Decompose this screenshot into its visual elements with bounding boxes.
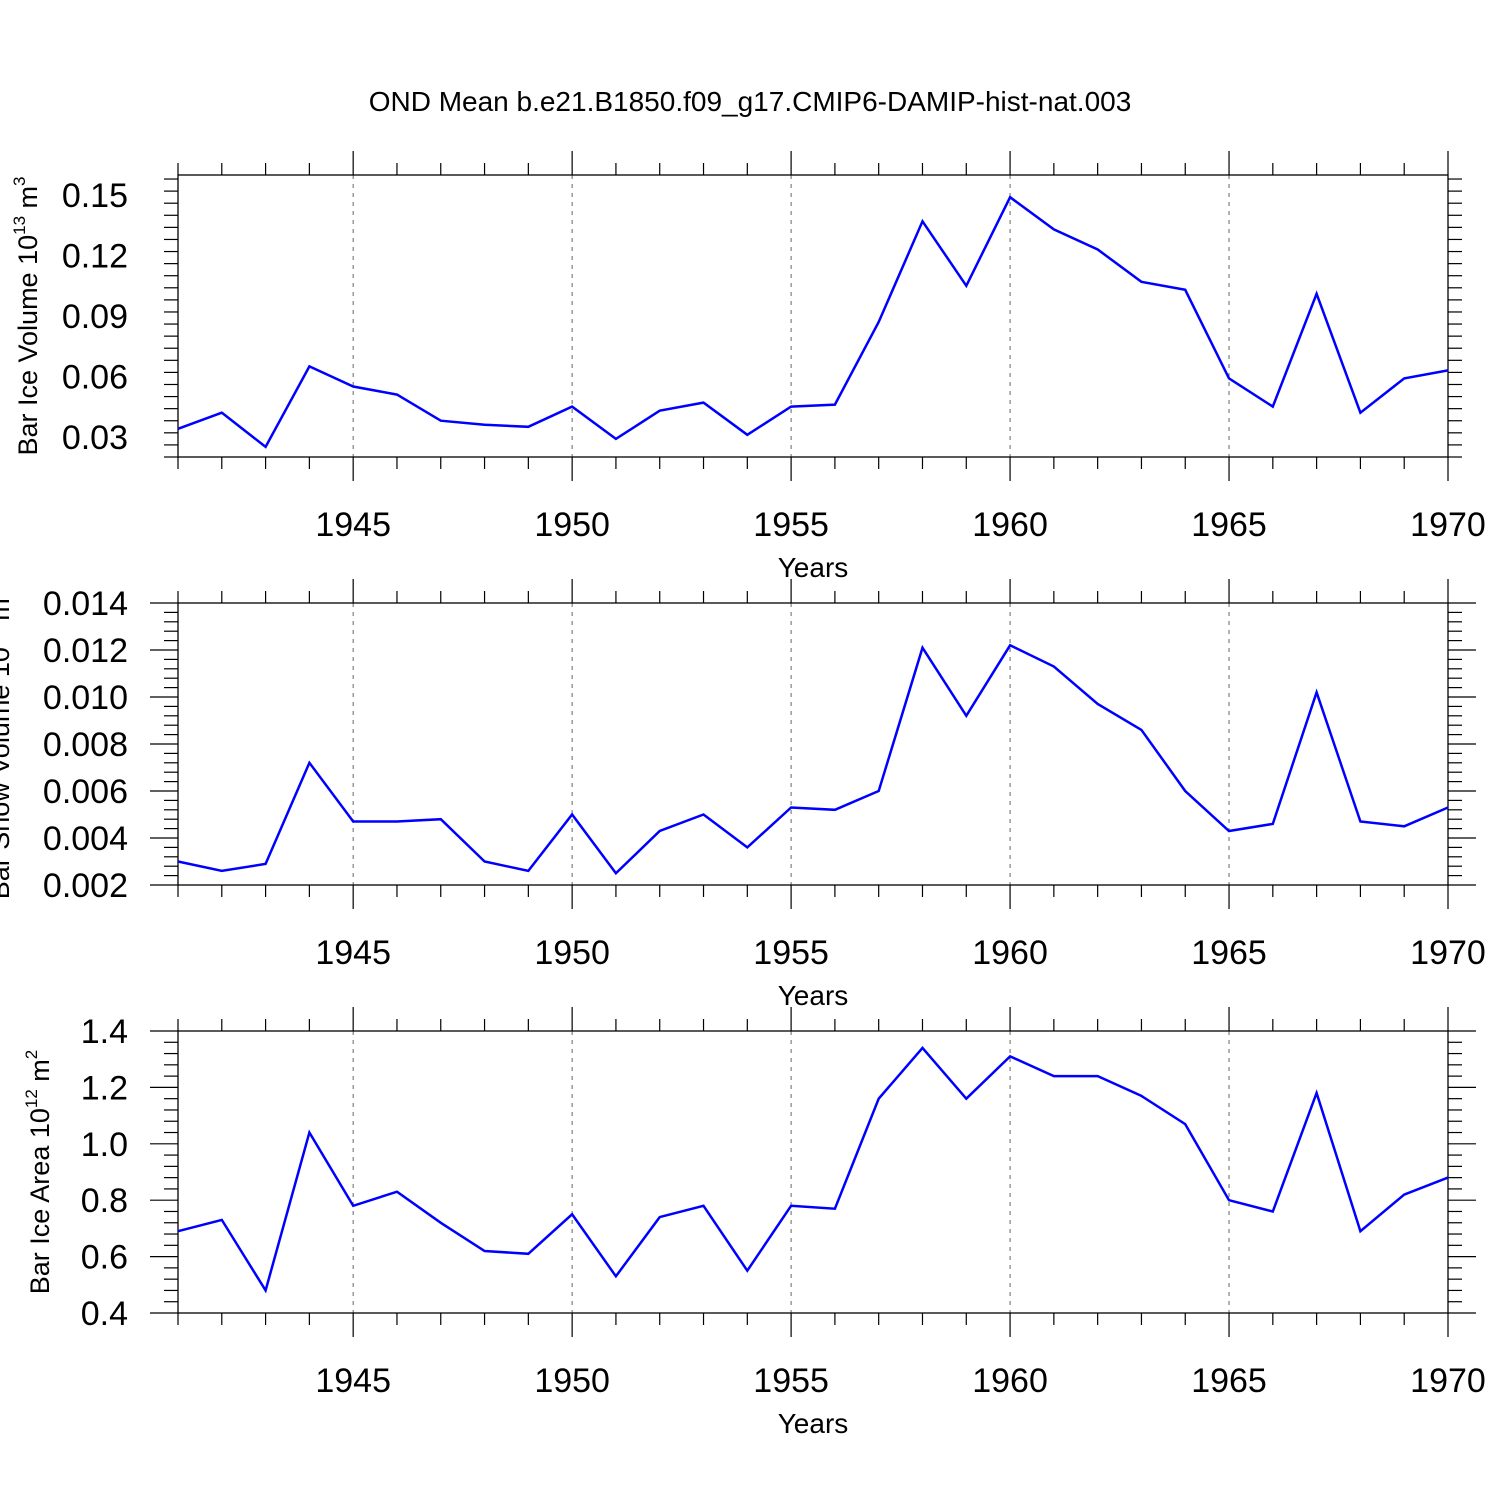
y-axis-label: Bar Ice Area 1012 m2 xyxy=(22,1050,55,1295)
y-tick-label: 1.0 xyxy=(81,1126,128,1164)
y-tick-label: 0.014 xyxy=(43,585,128,623)
x-axis-label: Years xyxy=(778,552,849,583)
y-tick-label: 0.06 xyxy=(62,358,128,396)
series-line xyxy=(177,643,1449,876)
x-tick-label: 1950 xyxy=(534,1362,610,1400)
x-tick-label: 1955 xyxy=(753,934,829,972)
y-axis-label: Bar Ice Volume 1013 m3 xyxy=(10,176,43,455)
plot-frame xyxy=(177,602,1449,886)
x-tick-label: 1970 xyxy=(1410,934,1486,972)
x-tick-label: 1960 xyxy=(972,506,1048,544)
panels: 1945 1950 1955 1960 1965 1970 Years 0.03 0.06 0.0… xyxy=(0,151,1486,1439)
x-tick-label: 1960 xyxy=(972,934,1048,972)
y-tick-label: 0.03 xyxy=(62,419,128,457)
x-tick-label: 1955 xyxy=(753,506,829,544)
plot-frame xyxy=(177,174,1449,458)
y-tick-label: 1.2 xyxy=(81,1069,128,1107)
y-tick-label: 0.8 xyxy=(81,1182,128,1220)
y-tick-label: 0.12 xyxy=(62,238,128,276)
y-tick-label: 0.010 xyxy=(43,679,128,717)
series-line xyxy=(177,195,1449,449)
y-tick-label: 0.4 xyxy=(81,1295,128,1333)
x-tick-label: 1965 xyxy=(1191,1362,1267,1400)
chart-panel-3: 1945 1950 1955 1960 1965 1970 Years 0.4 0.6 0.8 1.… xyxy=(22,1007,1486,1439)
chart-title: OND Mean b.e21.B1850.f09_g17.CMIP6-DAMIP… xyxy=(369,86,1132,117)
y-tick-label: 0.002 xyxy=(43,867,128,905)
y-tick-label: 1.4 xyxy=(81,1013,128,1051)
x-axis-label: Years xyxy=(778,1408,849,1439)
plot-frame xyxy=(177,1030,1449,1314)
x-tick-label: 1945 xyxy=(315,1362,391,1400)
y-tick-label: 0.008 xyxy=(43,726,128,764)
y-tick-label: 0.15 xyxy=(62,177,128,215)
series-line xyxy=(177,1045,1449,1294)
y-axis-label: Bar Snow Volume 1013 m3 xyxy=(0,589,15,900)
chart-panel-1: 1945 1950 1955 1960 1965 1970 Years 0.03 0.06 0.0… xyxy=(10,151,1486,583)
y-tick-label: 0.012 xyxy=(43,632,128,670)
chart-panel-2: 1945 1950 1955 1960 1965 1970 Years 0.002 0.004 0… xyxy=(0,579,1486,1011)
x-tick-label: 1950 xyxy=(534,506,610,544)
x-tick-label: 1950 xyxy=(534,934,610,972)
x-tick-label: 1970 xyxy=(1410,1362,1486,1400)
y-tick-label: 0.09 xyxy=(62,298,128,336)
y-tick-label: 0.6 xyxy=(81,1239,128,1277)
x-tick-label: 1965 xyxy=(1191,506,1267,544)
x-tick-label: 1945 xyxy=(315,506,391,544)
x-axis-label: Years xyxy=(778,980,849,1011)
y-tick-label: 0.004 xyxy=(43,820,128,858)
x-tick-label: 1970 xyxy=(1410,506,1486,544)
y-tick-label: 0.006 xyxy=(43,773,128,811)
x-tick-label: 1965 xyxy=(1191,934,1267,972)
x-tick-label: 1960 xyxy=(972,1362,1048,1400)
x-tick-label: 1955 xyxy=(753,1362,829,1400)
x-tick-label: 1945 xyxy=(315,934,391,972)
